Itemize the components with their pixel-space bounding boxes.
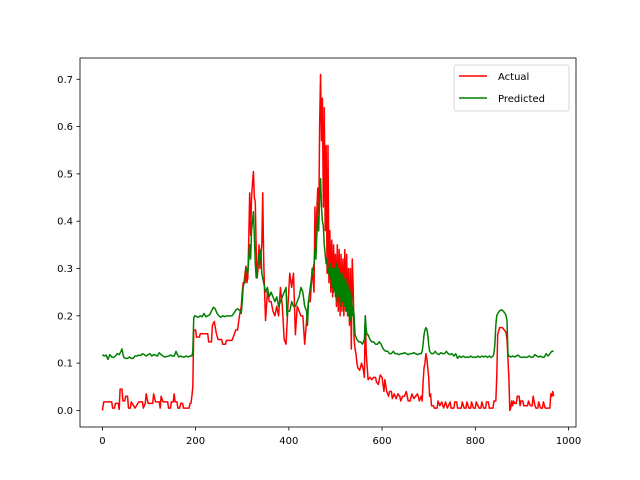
x-tick-label: 200 bbox=[186, 436, 205, 447]
y-tick-label: 0.7 bbox=[57, 75, 73, 86]
y-tick-label: 0.2 bbox=[57, 311, 73, 322]
x-tick-label: 0 bbox=[99, 436, 105, 447]
y-tick-label: 0.4 bbox=[57, 217, 73, 228]
y-tick-label: 0.3 bbox=[57, 264, 73, 275]
plot-frame bbox=[79, 57, 577, 428]
x-tick-label: 600 bbox=[373, 436, 392, 447]
y-tick-label: 0.5 bbox=[57, 169, 73, 180]
y-axis: 0.0 0.1 0.2 0.3 0.4 0.5 0.6 0.7 bbox=[57, 75, 80, 417]
series-layer bbox=[101, 73, 555, 412]
series-line-actual bbox=[101, 73, 555, 412]
x-tick-label: 1000 bbox=[556, 436, 581, 447]
legend-label-actual: Actual bbox=[498, 72, 529, 83]
x-tick-label: 400 bbox=[279, 436, 298, 447]
x-axis: 0 200 400 600 800 1000 bbox=[99, 427, 581, 447]
y-tick-label: 0.0 bbox=[57, 406, 73, 417]
y-tick-label: 0.1 bbox=[57, 359, 73, 370]
y-tick-label: 0.6 bbox=[57, 122, 73, 133]
legend-label-predicted: Predicted bbox=[498, 94, 545, 105]
legend: Actual Predicted bbox=[453, 64, 570, 112]
series-line-predicted bbox=[101, 177, 554, 361]
x-tick-label: 800 bbox=[466, 436, 485, 447]
